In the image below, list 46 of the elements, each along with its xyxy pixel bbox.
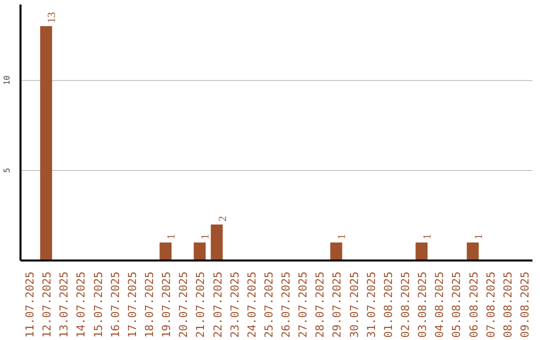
x-tick-label: 04.08.2025 [433, 271, 446, 338]
data-label: 1 [166, 234, 178, 240]
x-tick-label: 08.08.2025 [501, 271, 514, 338]
x-tick-label: 14.07.2025 [74, 271, 88, 338]
x-tick-label: 24.07.2025 [245, 271, 258, 338]
bar [416, 242, 428, 260]
x-tick-label: 20.07.2025 [177, 271, 190, 338]
data-label: 2 [216, 216, 229, 222]
data-label: 1 [200, 234, 212, 240]
x-tick-label: 03.08.2025 [416, 271, 430, 338]
x-tick-label: 18.07.2025 [143, 271, 156, 338]
data-label: 1 [472, 234, 485, 240]
bar [160, 242, 172, 260]
bar [40, 26, 52, 260]
x-tick-label: 21.07.2025 [194, 271, 208, 338]
x-tick-label: 05.08.2025 [450, 271, 464, 338]
bar [466, 242, 479, 260]
x-tick-label: 28.07.2025 [314, 271, 327, 338]
x-tick-label: 09.08.2025 [518, 271, 532, 338]
x-tick-label: 26.07.2025 [280, 271, 293, 338]
x-tick-label: 01.08.2025 [382, 271, 395, 338]
x-tick-label: 15.07.2025 [92, 271, 105, 338]
x-tick-label: 17.07.2025 [126, 271, 139, 338]
x-tick-label: 19.07.2025 [160, 271, 174, 338]
bar [194, 242, 206, 260]
x-tick-label: 27.07.2025 [296, 271, 310, 338]
x-tick-label: 16.07.2025 [108, 271, 122, 338]
x-tick-label: 02.08.2025 [399, 271, 412, 338]
bar [330, 242, 342, 260]
x-tick-label: 23.07.2025 [228, 271, 242, 338]
x-tick-label: 12.07.2025 [40, 271, 54, 338]
x-tick-label: 25.07.2025 [262, 271, 276, 338]
y-tick-label: 5 [2, 168, 12, 173]
x-tick-label: 07.08.2025 [484, 271, 498, 338]
x-tick-label: 31.07.2025 [364, 271, 378, 338]
x-tick-label: 06.08.2025 [467, 271, 480, 338]
x-tick-label: 29.07.2025 [330, 271, 344, 338]
x-tick-label: 11.07.2025 [24, 271, 37, 338]
data-label: 13 [46, 12, 58, 24]
data-label: 1 [336, 234, 348, 240]
y-tick-label: 10 [2, 75, 12, 86]
x-tick-label: 13.07.2025 [58, 271, 71, 338]
x-tick-label: 30.07.2025 [348, 271, 361, 338]
data-label: 1 [422, 234, 434, 240]
bar [210, 224, 223, 260]
x-tick-label: 22.07.2025 [211, 271, 224, 338]
